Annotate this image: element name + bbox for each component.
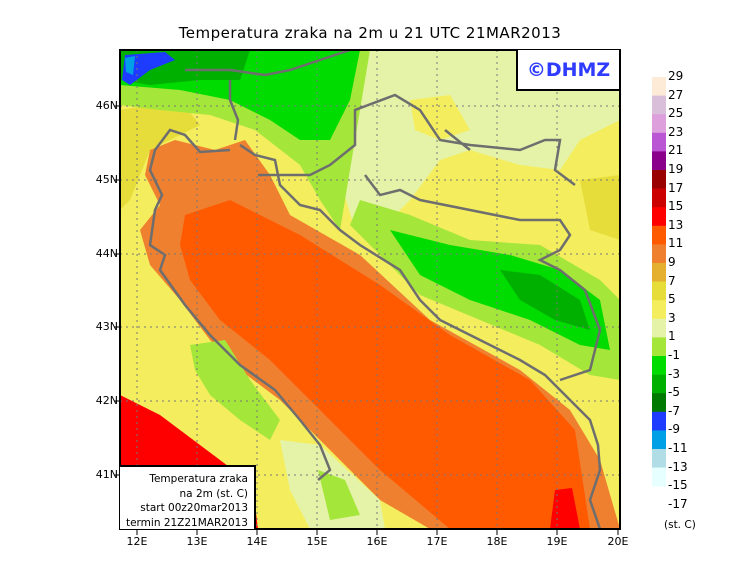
legend-label: 7 <box>668 273 676 288</box>
legend-label: 21 <box>668 143 684 158</box>
legend-label: -13 <box>668 459 688 474</box>
field-dark-yellow-w <box>120 100 200 210</box>
legend-label: -15 <box>668 478 688 493</box>
lon-label: 12E <box>126 535 148 548</box>
legend-color-box <box>652 225 666 245</box>
legend-label: -11 <box>668 441 688 455</box>
lon-label: 15E <box>306 535 328 548</box>
legend-color-box <box>652 300 666 320</box>
legend-color-box <box>652 77 666 96</box>
legend-color-box <box>652 430 666 450</box>
field-sea-orange <box>180 200 590 529</box>
legend-label: 9 <box>668 255 676 269</box>
legend-color-box <box>652 114 666 134</box>
dhmz-logo: ©DHMZ <box>516 50 619 91</box>
lon-label: 14E <box>246 535 268 548</box>
lon-label: 19E <box>546 535 568 548</box>
legend-color-box <box>652 337 666 357</box>
field-blue-nw <box>122 52 175 85</box>
legend-color-box <box>652 170 666 189</box>
graticule <box>120 50 620 529</box>
info-line: Temperatura zraka <box>149 473 248 485</box>
legend-label: -1 <box>668 348 680 362</box>
legend-color-box <box>652 411 666 431</box>
axis-ticks <box>114 105 619 535</box>
info-line: start 00z20mar2013 <box>140 502 248 514</box>
field-light-green-ne <box>340 50 620 230</box>
legend-label: 13 <box>668 217 684 232</box>
legend-color-box <box>652 449 666 468</box>
legend-color-box <box>652 281 666 301</box>
legend-color-box <box>652 151 666 171</box>
map-frame <box>119 49 621 530</box>
field-cyan-nw <box>125 56 135 75</box>
field-dark-yellow-se <box>580 175 620 240</box>
legend-color-box <box>652 207 666 227</box>
legend-label: -9 <box>668 422 680 437</box>
info-box: Temperatura zraka na 2m (st. C) start 00… <box>120 465 256 529</box>
legend-color-box <box>652 393 666 413</box>
legend-color-box <box>652 467 666 487</box>
lon-label: 20E <box>607 535 629 548</box>
legend-label: -3 <box>668 366 680 381</box>
legend-label: 3 <box>668 310 676 325</box>
info-line: termin 21Z21MAR2013 <box>125 516 248 529</box>
lat-label: 44N <box>95 247 118 260</box>
legend-label: 15 <box>668 199 684 214</box>
legend-label: -7 <box>668 403 680 418</box>
lat-label: 42N <box>95 394 118 407</box>
lat-label: 43N <box>95 320 118 333</box>
legend-label: 29 <box>668 69 684 83</box>
legend-label: 23 <box>668 124 684 139</box>
legend-color-box <box>652 132 666 152</box>
map-title: Temperatura zraka na 2m u 21 UTC 21MAR20… <box>178 24 562 42</box>
field-green-italy <box>190 340 280 440</box>
legend-label: 19 <box>668 162 684 176</box>
color-legend <box>652 77 666 487</box>
legend-label: 25 <box>668 106 684 121</box>
lat-label: 45N <box>95 173 118 186</box>
legend-color-box <box>652 263 666 282</box>
lat-label: 46N <box>95 99 118 112</box>
lat-label: 41N <box>95 468 118 481</box>
legend-label: -5 <box>668 385 680 400</box>
lon-label: 18E <box>486 535 508 548</box>
legend-label: 5 <box>668 292 676 307</box>
legend-color-box <box>652 318 666 338</box>
info-line: na 2m (st. C) <box>179 487 248 500</box>
field-green-s <box>318 470 360 520</box>
lon-label: 16E <box>366 535 388 548</box>
legend-color-box <box>652 244 666 264</box>
lon-label: 17E <box>426 535 448 548</box>
legend-label: 1 <box>668 329 676 344</box>
field-dark-green-bosnia <box>500 270 590 330</box>
legend-label: 27 <box>668 87 684 102</box>
legend-color-box <box>652 95 666 115</box>
legend-label: -17 <box>668 496 688 511</box>
legend-label: 17 <box>668 180 684 195</box>
lon-label: 13E <box>186 535 208 548</box>
legend-color-box <box>652 188 666 208</box>
legend-color-box <box>652 374 666 394</box>
legend-label: 11 <box>668 236 684 251</box>
legend-units: (st. C) <box>664 519 696 531</box>
legend-color-box <box>652 356 666 375</box>
field-yellow-patch <box>410 95 470 140</box>
